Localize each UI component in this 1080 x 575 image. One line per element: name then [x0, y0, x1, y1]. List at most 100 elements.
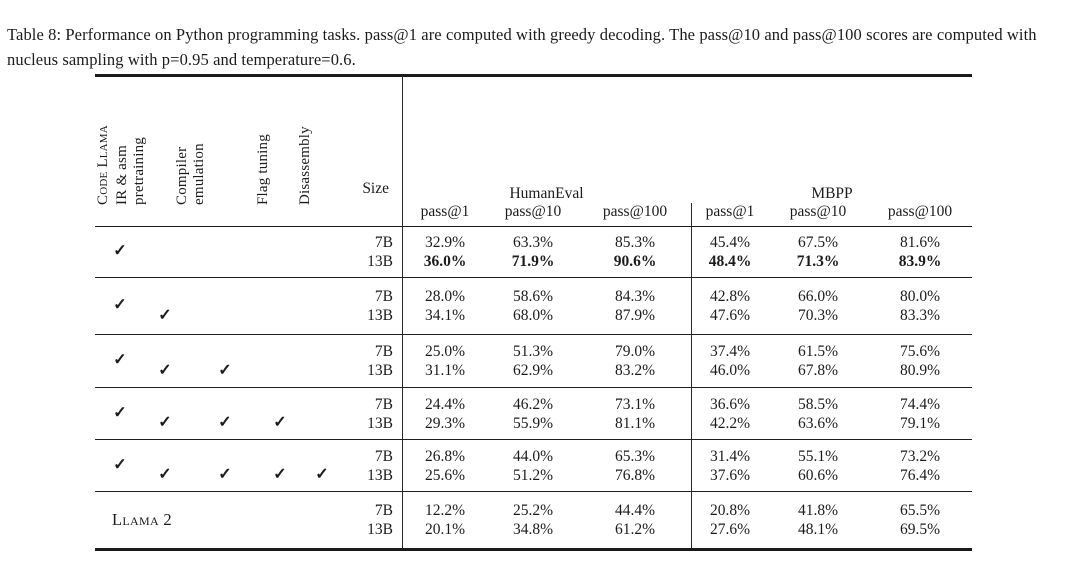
check-icon: ✓: [158, 361, 172, 379]
check-icon: ✓: [158, 306, 172, 324]
value-column: 84.3% 87.9%: [578, 278, 692, 334]
value-column: 44.4% 61.2%: [578, 492, 692, 548]
pass-value: 83.2%: [614, 362, 656, 379]
pass-value: 25.0%: [424, 343, 466, 360]
size-label: 7B: [374, 395, 393, 413]
metric-header-mbpp-pass100: pass@100: [887, 203, 953, 220]
value-column: 63.3% 71.9%: [488, 227, 578, 277]
table-vrule-size: [402, 76, 403, 548]
table-row-group: ✓ 7B 13B 32.9% 36.0% 63.3% 71.9% 85.3% 90.6% 45.4…: [95, 227, 972, 278]
pass-value: 63.6%: [797, 414, 839, 432]
pass-value: 51.3%: [512, 343, 554, 360]
col-header-code-llama: Code Llama: [94, 125, 111, 205]
pass-value: 48.1%: [797, 521, 839, 538]
pass-value: 42.2%: [709, 414, 751, 432]
value-column: 46.2% 55.9%: [488, 388, 578, 439]
value-column: 85.3% 90.6%: [578, 227, 692, 277]
pass-value: 58.5%: [797, 395, 839, 413]
table-rule-header: [95, 226, 972, 227]
value-column: 75.6% 80.9%: [868, 335, 972, 387]
value-column: 79.0% 83.2%: [578, 335, 692, 387]
value-column: 32.9% 36.0%: [402, 227, 488, 277]
value-column: 58.6% 68.0%: [488, 278, 578, 334]
pass-value: 67.8%: [797, 362, 839, 379]
value-column: 73.2% 76.4%: [868, 440, 972, 491]
size-label: 13B: [367, 307, 393, 324]
pass-value: 55.1%: [797, 447, 839, 465]
size-label: 7B: [374, 502, 393, 519]
value-column: 45.4% 48.4%: [692, 227, 768, 277]
metric-header-mbpp-pass10: pass@10: [789, 203, 847, 220]
size-cell: 7B 13B: [345, 492, 393, 548]
col-header-disassembly: Disassembly: [296, 126, 313, 205]
table-vrule-benchmarks: [691, 203, 692, 548]
pass-value: 63.3%: [512, 234, 554, 251]
size-cell: 7B 13B: [345, 278, 393, 334]
value-column: 67.5% 71.3%: [768, 227, 868, 277]
metric-header-mbpp-pass1: pass@1: [705, 203, 755, 220]
group-header-humaneval: HumanEval: [509, 185, 584, 202]
pass-value: 81.1%: [614, 414, 656, 432]
pass-value: 46.2%: [512, 395, 554, 413]
pass-value: 44.4%: [614, 502, 656, 519]
value-column: 41.8% 48.1%: [768, 492, 868, 548]
model-label: Llama 2: [112, 510, 172, 529]
pass-value: 80.9%: [899, 362, 941, 379]
value-column: 25.2% 34.8%: [488, 492, 578, 548]
pass-value: 24.4%: [424, 395, 466, 413]
table-row-group: ✓ ✓ ✓ ✓ 7B 13B 24.4% 29.3% 46.2% 55.9% 73.1% 81.1% 3…: [95, 388, 972, 440]
group-header-mbpp: MBPP: [811, 185, 853, 202]
pass-value: 71.3%: [796, 253, 840, 270]
check-icon: ✓: [113, 403, 127, 421]
pass-value: 87.9%: [614, 307, 656, 324]
pass-value: 90.6%: [613, 253, 657, 270]
pass-value: 58.6%: [512, 288, 554, 305]
size-cell: 7B 13B: [345, 227, 393, 277]
pass-value: 20.1%: [424, 521, 466, 538]
value-column: 36.6% 42.2%: [692, 388, 768, 439]
pass-value: 46.0%: [709, 362, 751, 379]
pass-value: 25.2%: [512, 502, 554, 519]
table-row-group: ✓ ✓ ✓ ✓ ✓ 7B 13B 26.8% 25.6% 44.0% 51.2% 65.3% 76.8%…: [95, 440, 972, 492]
table-row-group: ✓ ✓ ✓ 7B 13B 25.0% 31.1% 51.3% 62.9% 79.0% 83.2% 37…: [95, 335, 972, 388]
value-column: 58.5% 63.6%: [768, 388, 868, 439]
pass-value: 73.2%: [899, 447, 941, 465]
col-header-ir-asm-pretraining: IR & asm pretraining: [114, 136, 147, 205]
size-label: 7B: [374, 234, 393, 251]
pass-value: 84.3%: [614, 288, 656, 305]
pass-value: 25.6%: [424, 466, 466, 484]
size-label: 7B: [374, 447, 393, 465]
metric-header-he-pass10: pass@10: [504, 203, 562, 220]
check-icon: ✓: [113, 296, 127, 314]
pass-value: 28.0%: [424, 288, 466, 305]
check-icon: ✓: [273, 466, 287, 483]
metric-header-he-pass100: pass@100: [602, 203, 668, 220]
value-column: 65.3% 76.8%: [578, 440, 692, 491]
pass-value: 45.4%: [709, 234, 751, 251]
col-header-flag-tuning: Flag tuning: [254, 134, 271, 205]
pass-value: 61.2%: [614, 521, 656, 538]
value-column: 44.0% 51.2%: [488, 440, 578, 491]
value-column: 73.1% 81.1%: [578, 388, 692, 439]
pass-value: 31.1%: [424, 362, 466, 379]
pass-value: 69.5%: [899, 521, 941, 538]
pass-value: 83.9%: [898, 253, 942, 270]
pass-value: 44.0%: [512, 447, 554, 465]
pass-value: 79.0%: [614, 343, 656, 360]
pass-value: 80.0%: [899, 288, 941, 305]
table-caption: Table 8: Performance on Python programmi…: [7, 24, 1037, 70]
check-icon: ✓: [273, 414, 287, 431]
pass-value: 68.0%: [512, 307, 554, 324]
check-icon: ✓: [113, 351, 127, 369]
check-icon: ✓: [218, 466, 232, 483]
pass-value: 41.8%: [797, 502, 839, 519]
check-icon: ✓: [113, 242, 127, 260]
check-icon: ✓: [315, 466, 329, 483]
table-rule-bottom: [95, 548, 972, 551]
pass-value: 47.6%: [709, 307, 751, 324]
pass-value: 79.1%: [899, 414, 941, 432]
value-column: 37.4% 46.0%: [692, 335, 768, 387]
pass-value: 55.9%: [512, 414, 554, 432]
size-label: 13B: [367, 362, 393, 379]
